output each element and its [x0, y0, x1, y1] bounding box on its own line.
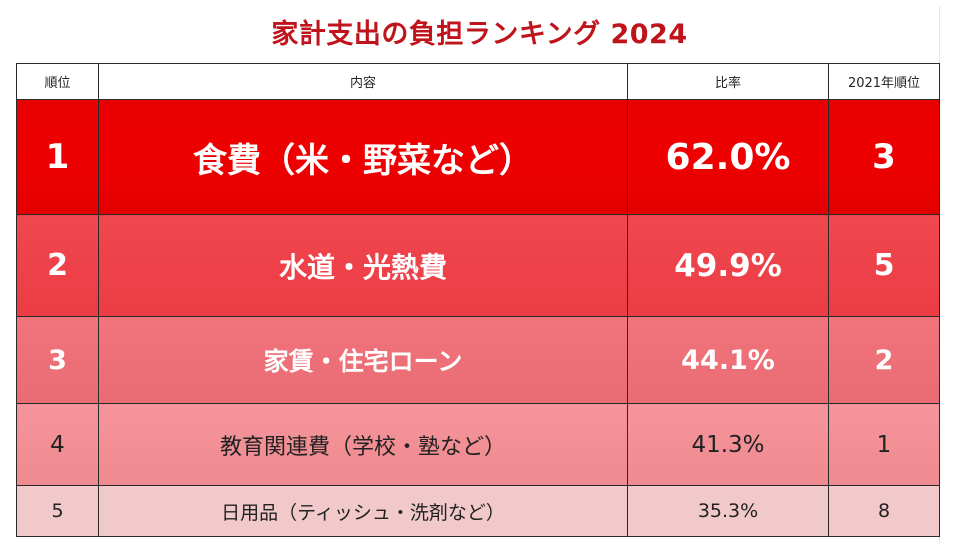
ratio-cell: 62.0%	[627, 99, 829, 215]
table-row: 2 水道・光熱費 49.9% 5	[16, 214, 940, 317]
table-row: 1 食費（米・野菜など） 62.0% 3	[16, 99, 940, 215]
rank-cell: 1	[16, 99, 99, 215]
prev-rank-cell: 8	[828, 485, 940, 537]
ratio-cell: 44.1%	[627, 316, 829, 404]
header-rank: 順位	[16, 63, 99, 100]
item-cell: 家賃・住宅ローン	[98, 316, 628, 404]
header-item: 内容	[98, 63, 628, 100]
header-2021-rank: 2021年順位	[828, 63, 940, 100]
rank-cell: 3	[16, 316, 99, 404]
ratio-cell: 49.9%	[627, 214, 829, 317]
header-ratio: 比率	[627, 63, 829, 100]
item-cell: 水道・光熱費	[98, 214, 628, 317]
prev-rank-cell: 5	[828, 214, 940, 317]
ratio-cell: 35.3%	[627, 485, 829, 537]
prev-rank-cell: 2	[828, 316, 940, 404]
prev-rank-cell: 1	[828, 403, 940, 486]
page-title: 家計支出の負担ランキング 2024	[271, 19, 688, 50]
rank-cell: 4	[16, 403, 99, 486]
rank-cell: 5	[16, 485, 99, 537]
table-header-row: 順位 内容 比率 2021年順位	[16, 63, 940, 100]
rank-cell: 2	[16, 214, 99, 317]
ranking-table: 順位 内容 比率 2021年順位 1 食費（米・野菜など） 62.0% 3 2 …	[16, 63, 940, 537]
item-cell: 教育関連費（学校・塾など）	[98, 403, 628, 486]
ratio-cell: 41.3%	[627, 403, 829, 486]
prev-rank-cell: 3	[828, 99, 940, 215]
table-row: 3 家賃・住宅ローン 44.1% 2	[16, 316, 940, 404]
table-row: 4 教育関連費（学校・塾など） 41.3% 1	[16, 403, 940, 486]
page-frame	[6, 6, 940, 544]
table-row: 5 日用品（ティッシュ・洗剤など） 35.3% 8	[16, 485, 940, 537]
item-cell: 日用品（ティッシュ・洗剤など）	[98, 485, 628, 537]
item-cell: 食費（米・野菜など）	[98, 99, 628, 215]
